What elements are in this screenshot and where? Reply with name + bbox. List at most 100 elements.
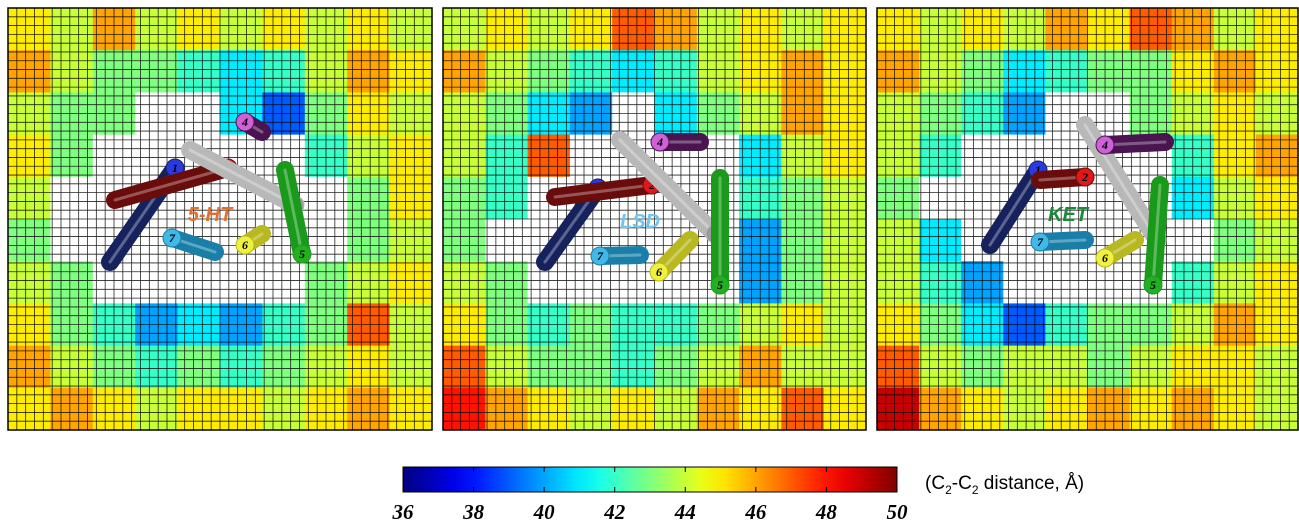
heatmap-cell	[655, 50, 698, 93]
colorbar-tick-label: 36	[392, 500, 415, 524]
helix-number: 2	[1081, 170, 1088, 184]
heatmap-cell	[135, 50, 178, 93]
colorbar-tick-label: 50	[887, 500, 909, 524]
heatmap-cell	[135, 346, 178, 389]
heatmap-cell	[612, 50, 655, 93]
heatmap-cell	[655, 388, 698, 431]
heatmap-cell	[390, 261, 433, 304]
heatmap-cell	[135, 388, 178, 431]
heatmap-cell	[485, 388, 528, 431]
heatmap-cell	[8, 346, 51, 389]
colorbar	[403, 467, 897, 492]
heatmap-cell	[877, 388, 920, 431]
heatmap-cell	[347, 50, 390, 93]
heatmap-cell	[443, 177, 486, 220]
heatmap-cell	[824, 219, 867, 262]
heatmap-cell	[262, 388, 305, 431]
heatmap-cell	[347, 177, 390, 220]
heatmap-cell	[443, 219, 486, 262]
helix-number: 6	[1102, 251, 1108, 265]
heatmap-cell	[919, 346, 962, 389]
heatmap-cell	[877, 219, 920, 262]
heatmap-cell	[781, 219, 824, 262]
heatmap-cell	[1045, 8, 1088, 51]
heatmap-cell	[50, 8, 93, 51]
heatmap-cell	[919, 50, 962, 93]
heatmap-cell	[1214, 8, 1257, 51]
heatmap-cell	[220, 8, 263, 51]
heatmap-cell	[1003, 261, 1046, 304]
heatmap-cell	[443, 346, 486, 389]
colorbar-tick-label: 44	[674, 500, 696, 524]
heatmap-cell	[570, 135, 613, 178]
heatmap-cell	[485, 219, 528, 262]
heatmap-cell	[1214, 177, 1257, 220]
heatmap-cell	[824, 261, 867, 304]
heatmap-cell	[262, 50, 305, 93]
heatmap-cell	[1214, 135, 1257, 178]
heatmap-cell	[1003, 388, 1046, 431]
heatmap-cell	[390, 177, 433, 220]
helix-number: 4	[241, 115, 248, 129]
heatmap-cell	[390, 8, 433, 51]
colorbar-label-part: -C	[952, 473, 972, 494]
heatmap-cell	[1088, 346, 1131, 389]
heatmap-cell	[1214, 346, 1257, 389]
heatmap-cell	[347, 346, 390, 389]
heatmap-cell	[1130, 50, 1173, 93]
heatmap-cell	[1256, 8, 1299, 51]
heatmap-cell	[1214, 388, 1257, 431]
heatmap-cell	[1130, 346, 1173, 389]
heatmap-cell	[485, 261, 528, 304]
heatmap-cell	[50, 177, 93, 220]
heatmap-cell	[178, 388, 221, 431]
heatmap-cell	[8, 135, 51, 178]
heatmap-cell	[570, 388, 613, 431]
heatmap-cell	[1088, 261, 1131, 304]
heatmap-cell	[485, 8, 528, 51]
heatmap-cell	[8, 388, 51, 431]
heatmap-cell	[570, 50, 613, 93]
heatmap-cell	[697, 50, 740, 93]
heatmap-panel: 1234567LSD	[443, 8, 867, 431]
heatmap-cell	[1003, 346, 1046, 389]
helix-number: 6	[242, 238, 248, 252]
heatmap-cell	[1256, 346, 1299, 389]
heatmap-cell	[1214, 50, 1257, 93]
heatmap-cell	[390, 346, 433, 389]
heatmap-cell	[1256, 261, 1299, 304]
heatmap-cell	[781, 388, 824, 431]
heatmap-cell	[220, 50, 263, 93]
heatmap-cell	[443, 388, 486, 431]
heatmap-cell	[1003, 50, 1046, 93]
heatmap-cell	[877, 50, 920, 93]
helix-number: 1	[172, 161, 178, 175]
heatmap-cell	[824, 8, 867, 51]
heatmap-cell	[485, 177, 528, 220]
heatmap-cell	[1130, 388, 1173, 431]
heatmap-cell	[781, 8, 824, 51]
heatmap-cell	[178, 346, 221, 389]
ligand-label: LSD	[620, 211, 660, 233]
heatmap-cell	[1256, 388, 1299, 431]
colorbar-label-part: (C	[925, 473, 945, 494]
heatmap-cell	[612, 261, 655, 304]
heatmap-cell	[8, 177, 51, 220]
heatmap-cell	[781, 177, 824, 220]
heatmap-cell	[570, 261, 613, 304]
heatmap-cell	[443, 8, 486, 51]
heatmap-cell	[1088, 388, 1131, 431]
heatmap-cell	[443, 135, 486, 178]
heatmap-cell	[1045, 388, 1088, 431]
heatmap-cell	[135, 261, 178, 304]
heatmap-cell	[220, 388, 263, 431]
heatmap-cell	[612, 346, 655, 389]
heatmap-cell	[8, 8, 51, 51]
heatmap-cell	[877, 261, 920, 304]
heatmap-cell	[485, 135, 528, 178]
heatmap-cell	[1214, 261, 1257, 304]
heatmap-cell	[262, 8, 305, 51]
helix-number: 7	[597, 249, 604, 263]
heatmap-cell	[8, 219, 51, 262]
heatmap-cell	[178, 8, 221, 51]
